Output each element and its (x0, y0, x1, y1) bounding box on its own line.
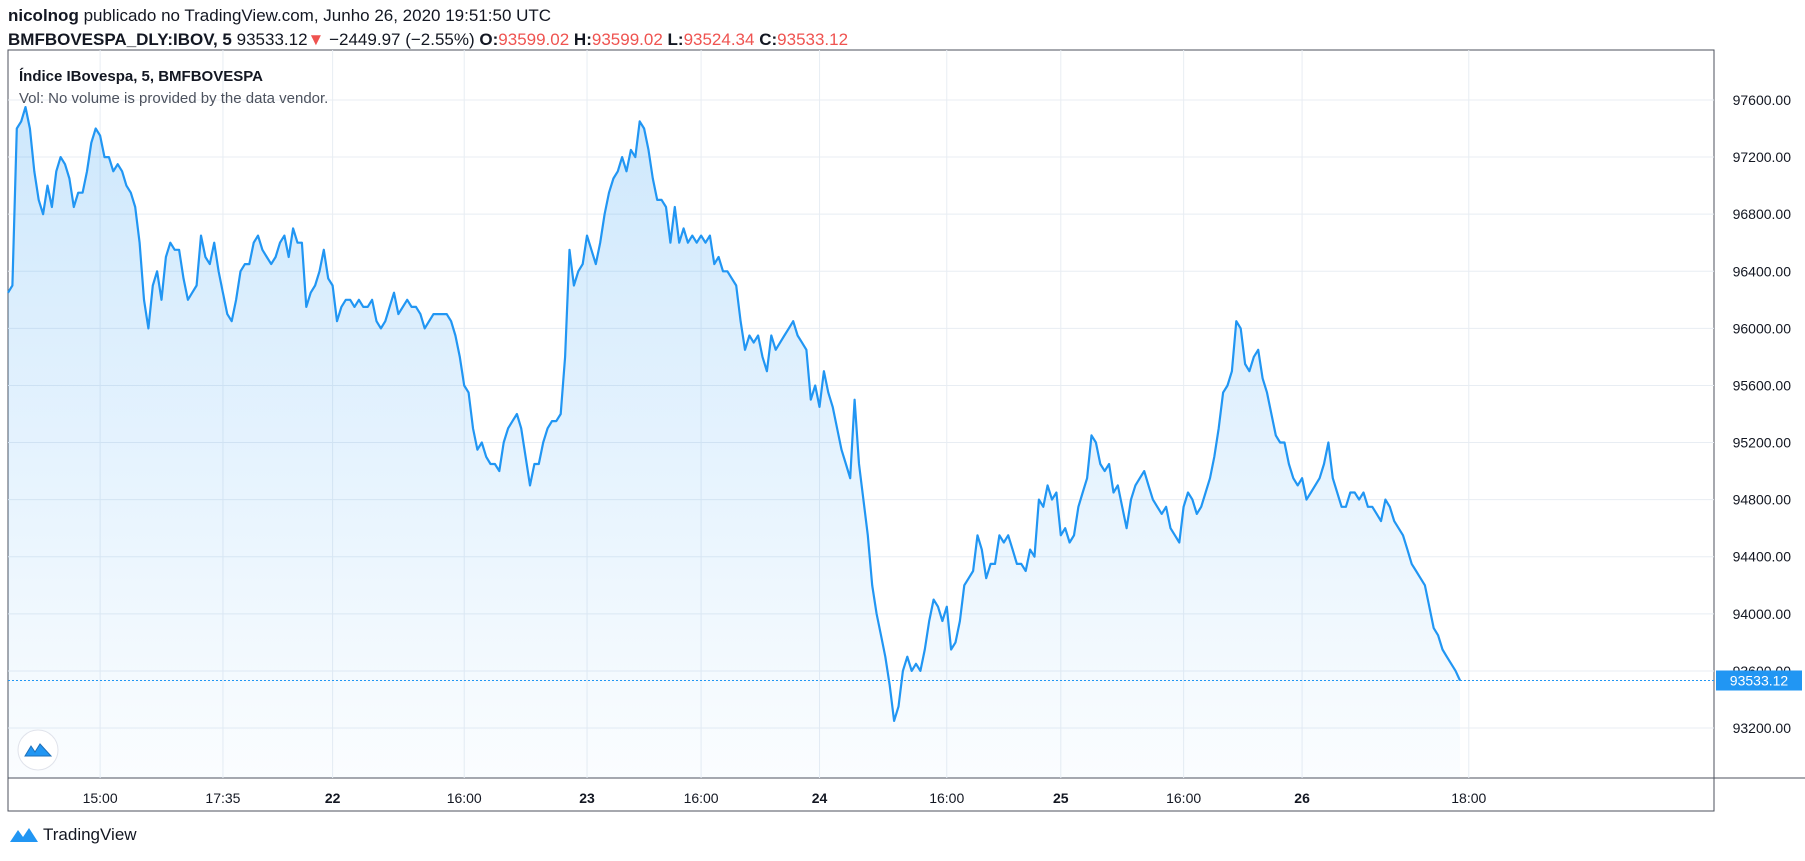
go-to-realtime-button[interactable] (17, 729, 59, 771)
x-tick-label: 25 (1053, 790, 1069, 806)
x-tick-label: 16:00 (929, 790, 964, 806)
y-tick-label: 94800.00 (1733, 492, 1792, 508)
price-change: −2449.97 (−2.55%) (329, 30, 475, 49)
close-label: C: (759, 30, 778, 49)
x-tick-label: 26 (1294, 790, 1310, 806)
y-tick-label: 95600.00 (1733, 377, 1792, 393)
x-tick-label: 18:00 (1451, 790, 1486, 806)
open-value: 93599.02 (498, 30, 570, 49)
x-tick-label: 16:00 (1166, 790, 1201, 806)
x-tick-label: 16:00 (684, 790, 719, 806)
high-value: 93599.02 (591, 30, 663, 49)
last-price-tag-bg (1716, 670, 1802, 691)
time-axis[interactable]: 15:00 17:35 22 16:00 23 16:00 24 16:00 25 16:00 26… (83, 790, 1487, 806)
price-axis[interactable]: 93200.0093600.0094000.0094400.0094800.00… (1733, 92, 1792, 736)
legend-title: Índice IBovespa, 5, BMFBOVESPA (19, 68, 263, 85)
y-tick-label: 93200.00 (1733, 720, 1792, 736)
y-tick-label: 97200.00 (1733, 149, 1792, 165)
author-name[interactable]: nicolnog (8, 6, 79, 25)
down-arrow-icon: ▼ (307, 30, 325, 49)
symbol-label[interactable]: BMFBOVESPA_DLY:IBOV, 5 (8, 30, 232, 49)
series-line[interactable] (7, 106, 1461, 722)
x-tick-label: 24 (812, 790, 828, 806)
y-tick-label: 94000.00 (1733, 606, 1792, 622)
low-value: 93524.34 (683, 30, 755, 49)
tradingview-logo-text: TradingView (43, 825, 137, 844)
y-tick-label: 96000.00 (1733, 320, 1792, 336)
y-tick-label: 94400.00 (1733, 549, 1792, 565)
last-price-tag-label: 93533.12 (1730, 673, 1789, 689)
y-tick-label: 96400.00 (1733, 263, 1792, 279)
y-tick-label: 95200.00 (1733, 435, 1792, 451)
x-tick-label: 23 (579, 790, 595, 806)
publish-text: publicado no TradingView.com, Junho 26, … (83, 6, 552, 25)
low-label: L: (667, 30, 684, 49)
tradingview-logo[interactable]: TradingView (8, 825, 137, 845)
x-tick-label: 22 (325, 790, 341, 806)
last-price-tag: 93533.12 (1716, 670, 1802, 691)
publish-info: nicolnog publicado no TradingView.com, J… (8, 6, 551, 26)
x-tick-label: 15:00 (83, 790, 118, 806)
tradingview-logo-icon (10, 828, 38, 842)
high-label: H: (573, 30, 592, 49)
open-label: O: (479, 30, 499, 49)
x-tick-label: 17:35 (205, 790, 240, 806)
last-price: 93533.12 (236, 30, 308, 49)
x-tick-label: 16:00 (447, 790, 482, 806)
series-area (8, 107, 1460, 779)
symbol-summary: BMFBOVESPA_DLY:IBOV, 5 93533.12▼ −2449.9… (8, 30, 848, 50)
y-tick-label: 96800.00 (1733, 206, 1792, 222)
legend-volume-note: Vol: No volume is provided by the data v… (19, 90, 328, 107)
tradingview-cloud-icon (24, 743, 53, 757)
y-tick-label: 97600.00 (1733, 92, 1792, 108)
close-value: 93533.12 (777, 30, 849, 49)
